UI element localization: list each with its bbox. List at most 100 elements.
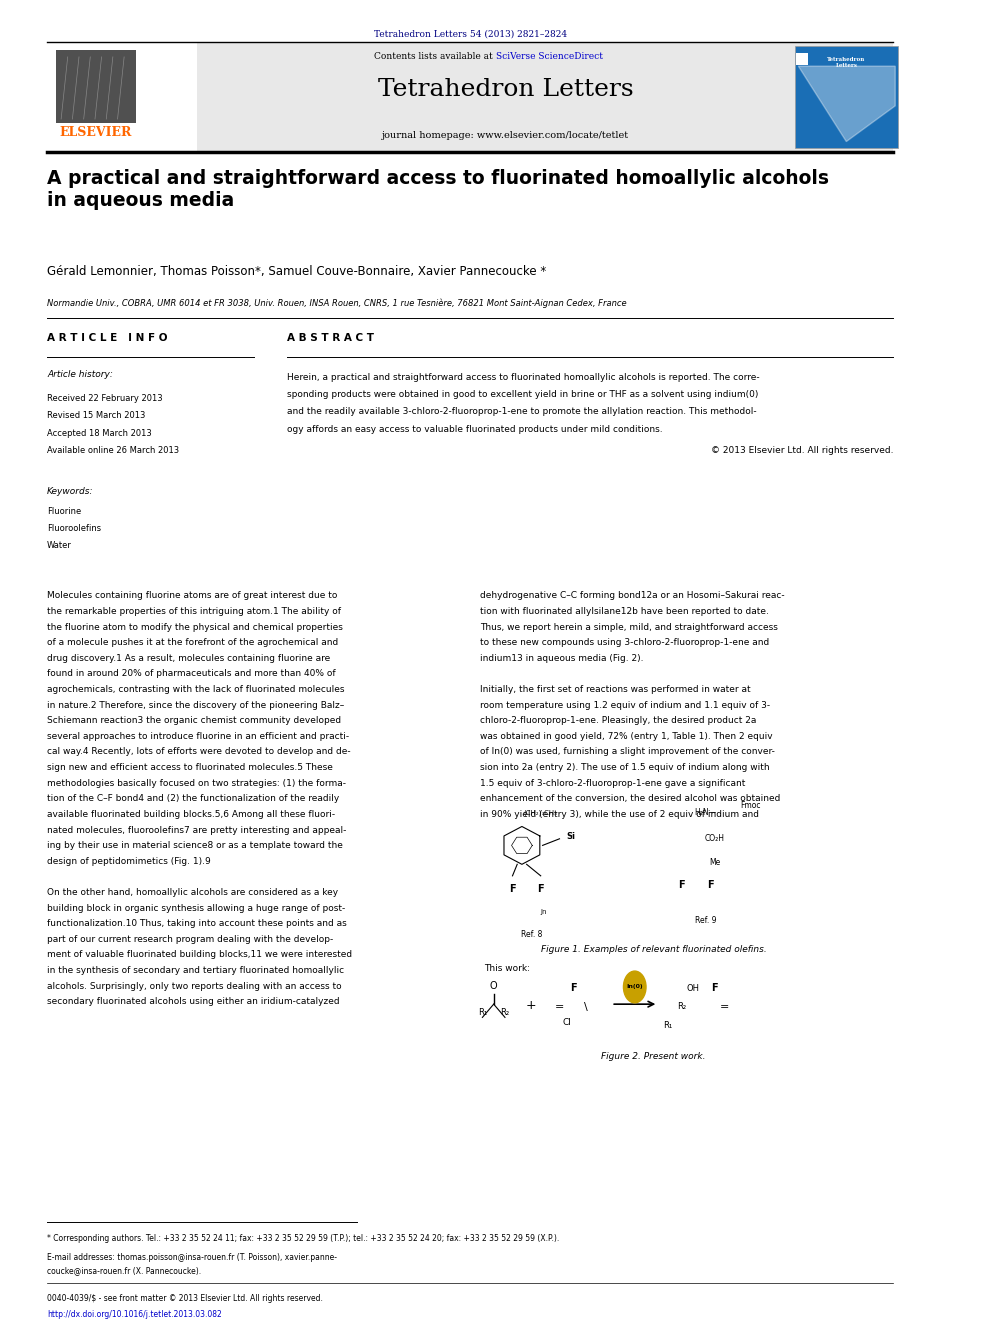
Text: On the other hand, homoallylic alcohols are considered as a key: On the other hand, homoallylic alcohols … [47,888,338,897]
Text: Figure 1. Examples of relevant fluorinated olefins.: Figure 1. Examples of relevant fluorinat… [541,945,767,954]
Text: chloro-2-fluoroprop-1-ene. Pleasingly, the desired product 2a: chloro-2-fluoroprop-1-ene. Pleasingly, t… [479,716,756,725]
Text: Figure 2. Present work.: Figure 2. Present work. [601,1052,705,1061]
Bar [797,53,807,65]
Text: Ref. 9: Ref. 9 [694,917,716,925]
Bar [795,46,898,148]
Text: A practical and straightforward access to fluorinated homoallylic alcohols
in aq: A practical and straightforward access t… [47,169,829,210]
Text: A B S T R A C T: A B S T R A C T [287,333,374,344]
Circle shape [623,971,646,1003]
Text: SciVerse ScienceDirect: SciVerse ScienceDirect [496,53,603,61]
Text: =: = [719,1002,729,1012]
Text: R₂: R₂ [678,1003,686,1011]
Text: indium13 in aqueous media (Fig. 2).: indium13 in aqueous media (Fig. 2). [479,654,643,663]
Text: drug discovery.1 As a result, molecules containing fluorine are: drug discovery.1 As a result, molecules … [47,654,330,663]
Text: R₁: R₁ [663,1021,673,1029]
Text: F: F [538,884,544,894]
Text: Ref. 8: Ref. 8 [521,930,542,938]
Text: available fluorinated building blocks.5,6 Among all these fluori-: available fluorinated building blocks.5,… [47,810,335,819]
Text: O: O [490,980,498,991]
Text: found in around 20% of pharmaceuticals and more than 40% of: found in around 20% of pharmaceuticals a… [47,669,335,679]
Text: This work:: This work: [484,964,531,974]
Text: © 2013 Elsevier Ltd. All rights reserved.: © 2013 Elsevier Ltd. All rights reserved… [711,446,894,455]
Text: R₁: R₁ [478,1008,487,1016]
Text: Thus, we report herein a simple, mild, and straightforward access: Thus, we report herein a simple, mild, a… [479,623,778,631]
Text: functionalization.10 Thus, taking into account these points and as: functionalization.10 Thus, taking into a… [47,919,347,929]
Text: ogy affords an easy access to valuable fluorinated products under mild condition: ogy affords an easy access to valuable f… [287,425,663,434]
Text: F: F [509,884,516,894]
Text: and the readily available 3-chloro-2-fluoroprop-1-ene to promote the allylation : and the readily available 3-chloro-2-flu… [287,407,757,417]
Text: Contents lists available at: Contents lists available at [374,53,496,61]
Text: F: F [679,880,685,890]
Text: in nature.2 Therefore, since the discovery of the pioneering Balz–: in nature.2 Therefore, since the discove… [47,701,344,709]
Bar [47,42,894,152]
Text: Me: Me [709,859,720,867]
Text: design of peptidomimetics (Fig. 1).9: design of peptidomimetics (Fig. 1).9 [47,857,210,865]
Text: several approaches to introduce fluorine in an efficient and practi-: several approaches to introduce fluorine… [47,732,349,741]
Text: Tetrahedron Letters: Tetrahedron Letters [378,78,633,101]
Text: 0040-4039/$ - see front matter © 2013 Elsevier Ltd. All rights reserved.: 0040-4039/$ - see front matter © 2013 El… [47,1294,322,1303]
Text: CO₂H: CO₂H [704,835,725,843]
Text: F: F [706,880,713,890]
Text: coucke@insa-rouen.fr (X. Pannecoucke).: coucke@insa-rouen.fr (X. Pannecoucke). [47,1266,201,1275]
Text: Fluoroolefins: Fluoroolefins [47,524,101,533]
Text: of a molecule pushes it at the forefront of the agrochemical and: of a molecule pushes it at the forefront… [47,638,338,647]
Text: sign new and efficient access to fluorinated molecules.5 These: sign new and efficient access to fluorin… [47,763,333,773]
Text: ment of valuable fluorinated building blocks,11 we were interested: ment of valuable fluorinated building bl… [47,950,352,959]
Text: dehydrogenative C–C forming bond12a or an Hosomi–Sakurai reac-: dehydrogenative C–C forming bond12a or a… [479,591,785,601]
Text: Water: Water [47,541,71,550]
Text: the remarkable properties of this intriguing atom.1 The ability of: the remarkable properties of this intrig… [47,607,341,617]
Text: 1.5 equiv of 3-chloro-2-fluoroprop-1-ene gave a significant: 1.5 equiv of 3-chloro-2-fluoroprop-1-ene… [479,779,745,787]
Text: to these new compounds using 3-chloro-2-fluoroprop-1-ene and: to these new compounds using 3-chloro-2-… [479,638,769,647]
Text: agrochemicals, contrasting with the lack of fluorinated molecules: agrochemicals, contrasting with the lack… [47,685,344,695]
Text: E-mail addresses: thomas.poisson@insa-rouen.fr (T. Poisson), xavier.panne-: E-mail addresses: thomas.poisson@insa-ro… [47,1253,337,1262]
Text: Si: Si [566,832,575,840]
Text: \: \ [584,1002,587,1012]
Text: sponding products were obtained in good to excellent yield in brine or THF as a : sponding products were obtained in good … [287,390,758,400]
Text: alcohols. Surprisingly, only two reports dealing with an access to: alcohols. Surprisingly, only two reports… [47,982,341,991]
Text: ELSEVIER: ELSEVIER [60,126,132,139]
Text: methodologies basically focused on two strategies: (1) the forma-: methodologies basically focused on two s… [47,779,346,787]
Text: Initially, the first set of reactions was performed in water at: Initially, the first set of reactions wa… [479,685,750,695]
Text: part of our current research program dealing with the develop-: part of our current research program dea… [47,935,333,943]
Text: sion into 2a (entry 2). The use of 1.5 equiv of indium along with: sion into 2a (entry 2). The use of 1.5 e… [479,763,769,773]
Text: Received 22 February 2013: Received 22 February 2013 [47,394,163,404]
Text: in the synthesis of secondary and tertiary fluorinated homoallylic: in the synthesis of secondary and tertia… [47,966,344,975]
Text: H₂N—: H₂N— [694,808,716,816]
Text: Molecules containing fluorine atoms are of great interest due to: Molecules containing fluorine atoms are … [47,591,337,601]
Text: was obtained in good yield, 72% (entry 1, Table 1). Then 2 equiv: was obtained in good yield, 72% (entry 1… [479,732,772,741]
Text: Schiemann reaction3 the organic chemist community developed: Schiemann reaction3 the organic chemist … [47,716,341,725]
Text: ing by their use in material science8 or as a template toward the: ing by their use in material science8 or… [47,841,343,851]
Text: (CH₂)₇CH₃: (CH₂)₇CH₃ [524,810,558,815]
Text: Jn: Jn [541,909,547,914]
Text: Revised 15 March 2013: Revised 15 March 2013 [47,411,146,421]
Text: nated molecules, fluoroolefins7 are pretty interesting and appeal-: nated molecules, fluoroolefins7 are pret… [47,826,346,835]
Text: tion of the C–F bond4 and (2) the functionalization of the readily: tion of the C–F bond4 and (2) the functi… [47,794,339,803]
Text: Article history:: Article history: [47,370,113,380]
Text: building block in organic synthesis allowing a huge range of post-: building block in organic synthesis allo… [47,904,345,913]
Text: Cl: Cl [562,1019,571,1027]
Text: Available online 26 March 2013: Available online 26 March 2013 [47,446,180,455]
Text: tion with fluorinated allylsilane12b have been reported to date.: tion with fluorinated allylsilane12b hav… [479,607,769,617]
Text: In(0): In(0) [626,984,643,990]
Text: Tetrahedron
Letters: Tetrahedron Letters [827,57,865,67]
Text: Fmoc: Fmoc [740,802,761,810]
Text: A R T I C L E   I N F O: A R T I C L E I N F O [47,333,168,344]
Text: cal way.4 Recently, lots of efforts were devoted to develop and de-: cal way.4 Recently, lots of efforts were… [47,747,350,757]
Text: in 90% yield (entry 3), while the use of 2 equiv of indium and: in 90% yield (entry 3), while the use of… [479,810,759,819]
Text: =: = [555,1002,564,1012]
Text: F: F [570,983,577,994]
Text: Herein, a practical and straightforward access to fluorinated homoallylic alcoho: Herein, a practical and straightforward … [287,373,760,382]
Bar [57,50,136,123]
Text: of In(0) was used, furnishing a slight improvement of the conver-: of In(0) was used, furnishing a slight i… [479,747,775,757]
Text: journal homepage: www.elsevier.com/locate/tetlet: journal homepage: www.elsevier.com/locat… [382,131,629,140]
Text: Keywords:: Keywords: [47,487,93,496]
Text: Fluorine: Fluorine [47,507,81,516]
Text: Tetrahedron Letters 54 (2013) 2821–2824: Tetrahedron Letters 54 (2013) 2821–2824 [374,30,566,38]
Polygon shape [799,66,895,142]
Text: the fluorine atom to modify the physical and chemical properties: the fluorine atom to modify the physical… [47,623,343,631]
Text: secondary fluorinated alcohols using either an iridium-catalyzed: secondary fluorinated alcohols using eit… [47,998,339,1007]
Text: Gérald Lemonnier, Thomas Poisson*, Samuel Couve-Bonnaire, Xavier Pannecoucke *: Gérald Lemonnier, Thomas Poisson*, Samue… [47,265,547,278]
Text: Normandie Univ., COBRA, UMR 6014 et FR 3038, Univ. Rouen, INSA Rouen, CNRS, 1 ru: Normandie Univ., COBRA, UMR 6014 et FR 3… [47,299,627,308]
Text: enhancement of the conversion, the desired alcohol was obtained: enhancement of the conversion, the desir… [479,794,780,803]
Text: http://dx.doi.org/10.1016/j.tetlet.2013.03.082: http://dx.doi.org/10.1016/j.tetlet.2013.… [47,1310,222,1319]
